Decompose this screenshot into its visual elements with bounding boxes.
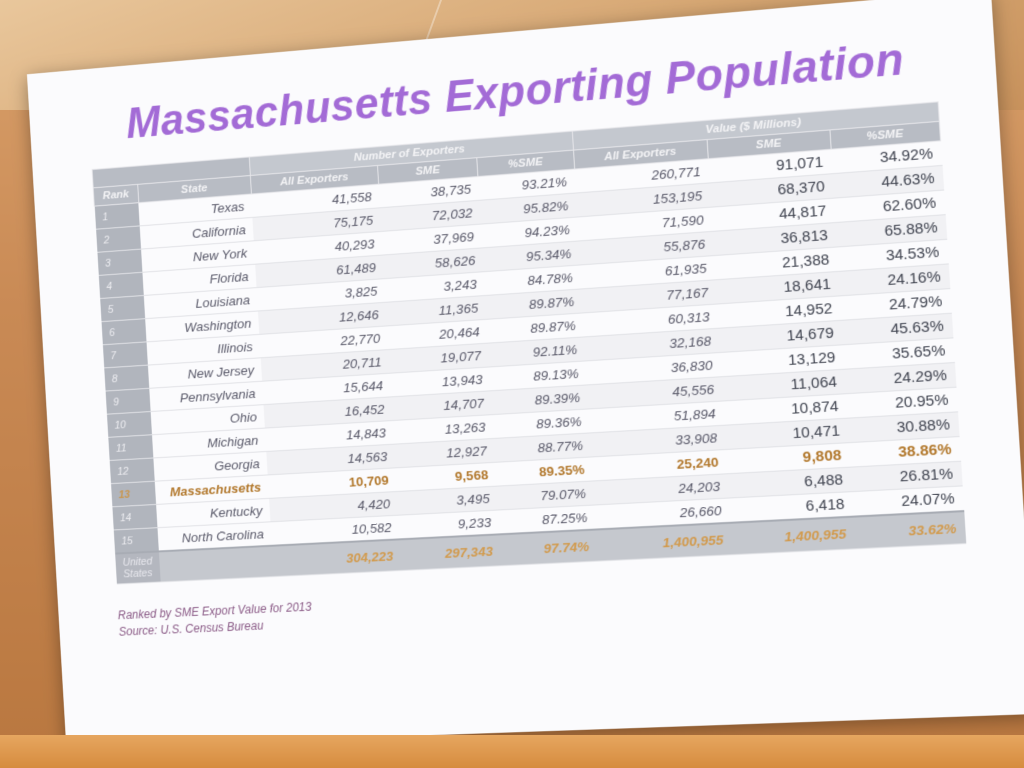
rank-cell: 7 <box>102 342 148 368</box>
rank-cell: 3 <box>97 249 143 275</box>
rank-cell: 1 <box>94 203 140 230</box>
rank-cell: 11 <box>108 435 154 461</box>
projector-screen: Massachusetts Exporting Population Numbe… <box>27 0 1024 748</box>
rank-cell: 14 <box>112 504 158 530</box>
total-sme: 297,343 <box>400 534 502 570</box>
total-value-sme: 1,400,955 <box>730 517 855 555</box>
rank-cell: 15 <box>113 528 159 554</box>
total-state-cell <box>159 546 274 582</box>
rank-cell: 9 <box>105 388 151 414</box>
rank-cell: 12 <box>109 458 155 484</box>
total-label: United States <box>115 551 161 584</box>
stage-band <box>0 735 1024 768</box>
total-value-all-exporters: 1,400,955 <box>596 523 732 561</box>
total-all-exporters: 304,223 <box>272 539 402 576</box>
rank-cell: 13 <box>111 481 157 507</box>
table-body: 1 Texas 41,558 38,735 93.21% 260,771 91,071 34.… <box>94 141 963 554</box>
rank-cell: 4 <box>98 272 144 298</box>
rank-cell: 2 <box>96 226 142 252</box>
rank-cell: 8 <box>104 365 150 391</box>
total-pct-sme: 97.74% <box>500 530 598 566</box>
footnotes: Ranked by SME Export Value for 2013 Sour… <box>117 569 970 641</box>
total-value-pct-sme: 33.62% <box>854 511 966 549</box>
rank-cell: 10 <box>106 412 152 438</box>
rank-cell: 5 <box>100 295 146 321</box>
rank-cell: 6 <box>101 319 147 345</box>
exporters-table: Number of Exporters Value ($ Millions) R… <box>92 101 967 584</box>
